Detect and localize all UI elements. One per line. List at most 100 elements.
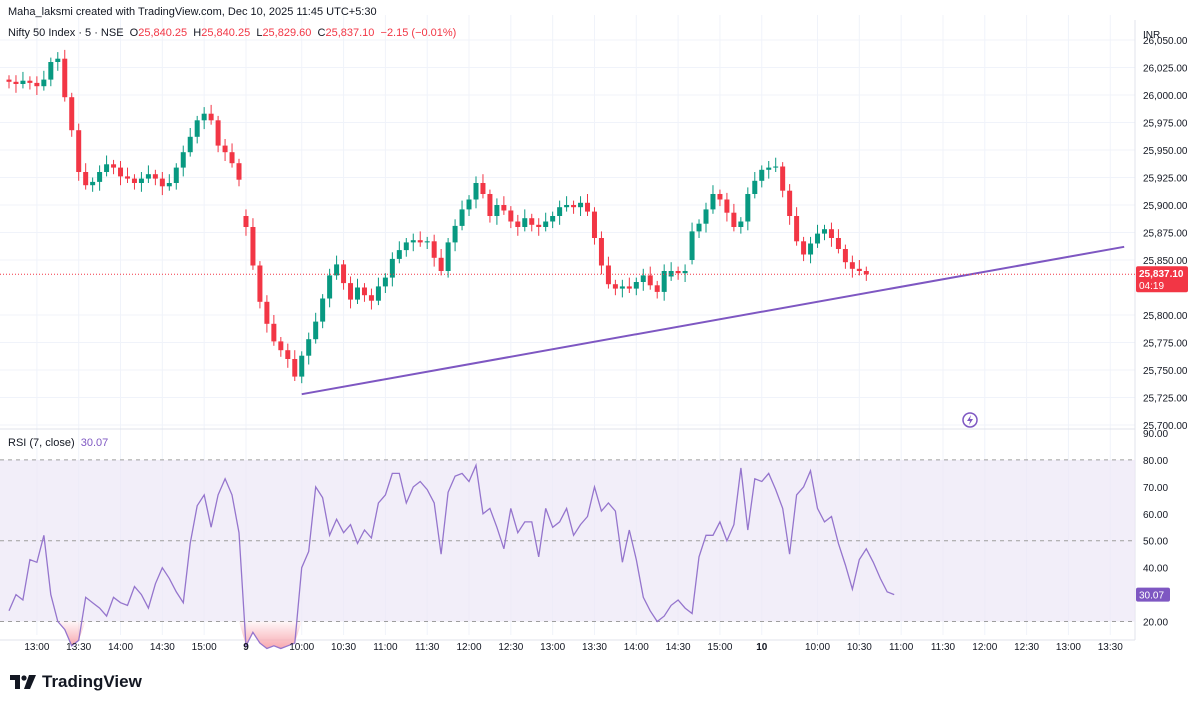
candle[interactable] bbox=[654, 285, 660, 292]
candle[interactable] bbox=[361, 287, 367, 296]
candle[interactable] bbox=[306, 339, 312, 356]
candle[interactable] bbox=[229, 152, 235, 164]
candle[interactable] bbox=[368, 295, 374, 301]
candle[interactable] bbox=[34, 82, 40, 87]
candle[interactable] bbox=[187, 136, 193, 153]
candle[interactable] bbox=[585, 202, 591, 212]
candle[interactable] bbox=[424, 241, 430, 243]
candle[interactable] bbox=[717, 194, 723, 200]
candle[interactable] bbox=[815, 233, 821, 244]
candle[interactable] bbox=[250, 227, 256, 266]
candle[interactable] bbox=[208, 113, 214, 121]
candle[interactable] bbox=[76, 130, 82, 172]
candle[interactable] bbox=[612, 284, 618, 289]
candle[interactable] bbox=[417, 240, 423, 243]
candle[interactable] bbox=[494, 205, 500, 216]
candle[interactable] bbox=[320, 298, 326, 322]
candle[interactable] bbox=[675, 271, 681, 274]
candle[interactable] bbox=[849, 262, 855, 269]
candle[interactable] bbox=[445, 242, 451, 271]
candle[interactable] bbox=[578, 202, 584, 208]
candle[interactable] bbox=[55, 58, 61, 62]
candle[interactable] bbox=[787, 190, 793, 216]
candle[interactable] bbox=[194, 120, 200, 137]
candle[interactable] bbox=[215, 120, 221, 146]
candle[interactable] bbox=[104, 164, 110, 172]
candle[interactable] bbox=[591, 211, 597, 238]
candle[interactable] bbox=[703, 209, 709, 224]
candle[interactable] bbox=[438, 257, 444, 271]
candle[interactable] bbox=[605, 265, 611, 285]
candle[interactable] bbox=[863, 271, 869, 275]
candle[interactable] bbox=[515, 221, 521, 228]
candle[interactable] bbox=[501, 205, 507, 211]
candle[interactable] bbox=[13, 81, 19, 84]
candle[interactable] bbox=[550, 216, 556, 222]
candle[interactable] bbox=[543, 221, 549, 228]
candle[interactable] bbox=[766, 167, 772, 170]
candle[interactable] bbox=[173, 167, 179, 183]
price-axis[interactable]: 26,050.00 26,025.00 26,000.00 25,975.00 25,9… bbox=[1143, 36, 1188, 432]
candle[interactable] bbox=[696, 223, 702, 232]
candle[interactable] bbox=[473, 183, 479, 200]
candle[interactable] bbox=[201, 113, 207, 121]
candle[interactable] bbox=[145, 174, 151, 179]
candle[interactable] bbox=[808, 243, 814, 255]
candle[interactable] bbox=[842, 249, 848, 263]
candle[interactable] bbox=[69, 97, 75, 131]
candle[interactable] bbox=[571, 205, 577, 208]
candle[interactable] bbox=[83, 172, 89, 186]
candle[interactable] bbox=[62, 58, 68, 98]
candle[interactable] bbox=[738, 221, 744, 228]
candle[interactable] bbox=[564, 205, 570, 208]
candle[interactable] bbox=[801, 241, 807, 255]
candle[interactable] bbox=[159, 178, 165, 187]
candle[interactable] bbox=[180, 152, 186, 168]
candle[interactable] bbox=[236, 163, 242, 180]
tradingview-brand[interactable]: TradingView bbox=[10, 672, 142, 692]
candle[interactable] bbox=[731, 212, 737, 227]
candle[interactable] bbox=[752, 180, 758, 194]
candle[interactable] bbox=[661, 271, 667, 292]
candle[interactable] bbox=[452, 225, 458, 243]
candle[interactable] bbox=[459, 209, 465, 226]
rsi-line[interactable] bbox=[8, 462, 895, 650]
candle[interactable] bbox=[257, 265, 263, 302]
candle[interactable] bbox=[487, 194, 493, 216]
candle[interactable] bbox=[222, 145, 228, 153]
candle[interactable] bbox=[626, 286, 632, 289]
candle[interactable] bbox=[640, 275, 646, 282]
candle[interactable] bbox=[598, 238, 604, 266]
candle[interactable] bbox=[689, 231, 695, 260]
candle[interactable] bbox=[271, 323, 277, 342]
candle[interactable] bbox=[327, 275, 333, 299]
candle[interactable] bbox=[299, 355, 305, 377]
candle[interactable] bbox=[480, 183, 486, 194]
candle[interactable] bbox=[27, 80, 33, 83]
candle[interactable] bbox=[355, 287, 360, 300]
time-axis[interactable]: 13:00 13:30 14:00 14:30 15:00 9 10:00 10:30 11:0… bbox=[24, 642, 1123, 653]
candle[interactable] bbox=[348, 283, 354, 300]
candle[interactable] bbox=[382, 277, 388, 287]
candle[interactable] bbox=[780, 166, 786, 191]
candle[interactable] bbox=[396, 250, 402, 259]
candle[interactable] bbox=[313, 321, 319, 340]
candle[interactable] bbox=[835, 238, 841, 249]
candle[interactable] bbox=[529, 218, 535, 225]
candle[interactable] bbox=[522, 218, 528, 227]
candle[interactable] bbox=[118, 167, 124, 177]
candle[interactable] bbox=[389, 258, 395, 278]
candle[interactable] bbox=[828, 229, 834, 238]
candle[interactable] bbox=[403, 242, 409, 251]
candle[interactable] bbox=[682, 271, 688, 274]
candle[interactable] bbox=[821, 229, 827, 234]
candle[interactable] bbox=[724, 199, 730, 213]
candle[interactable] bbox=[334, 264, 340, 276]
candle[interactable] bbox=[668, 271, 674, 277]
rsi-label[interactable]: RSI (7, close) bbox=[8, 437, 75, 449]
candle[interactable] bbox=[619, 286, 625, 289]
candle[interactable] bbox=[431, 241, 437, 258]
candle[interactable] bbox=[773, 166, 779, 168]
candle[interactable] bbox=[508, 210, 514, 222]
